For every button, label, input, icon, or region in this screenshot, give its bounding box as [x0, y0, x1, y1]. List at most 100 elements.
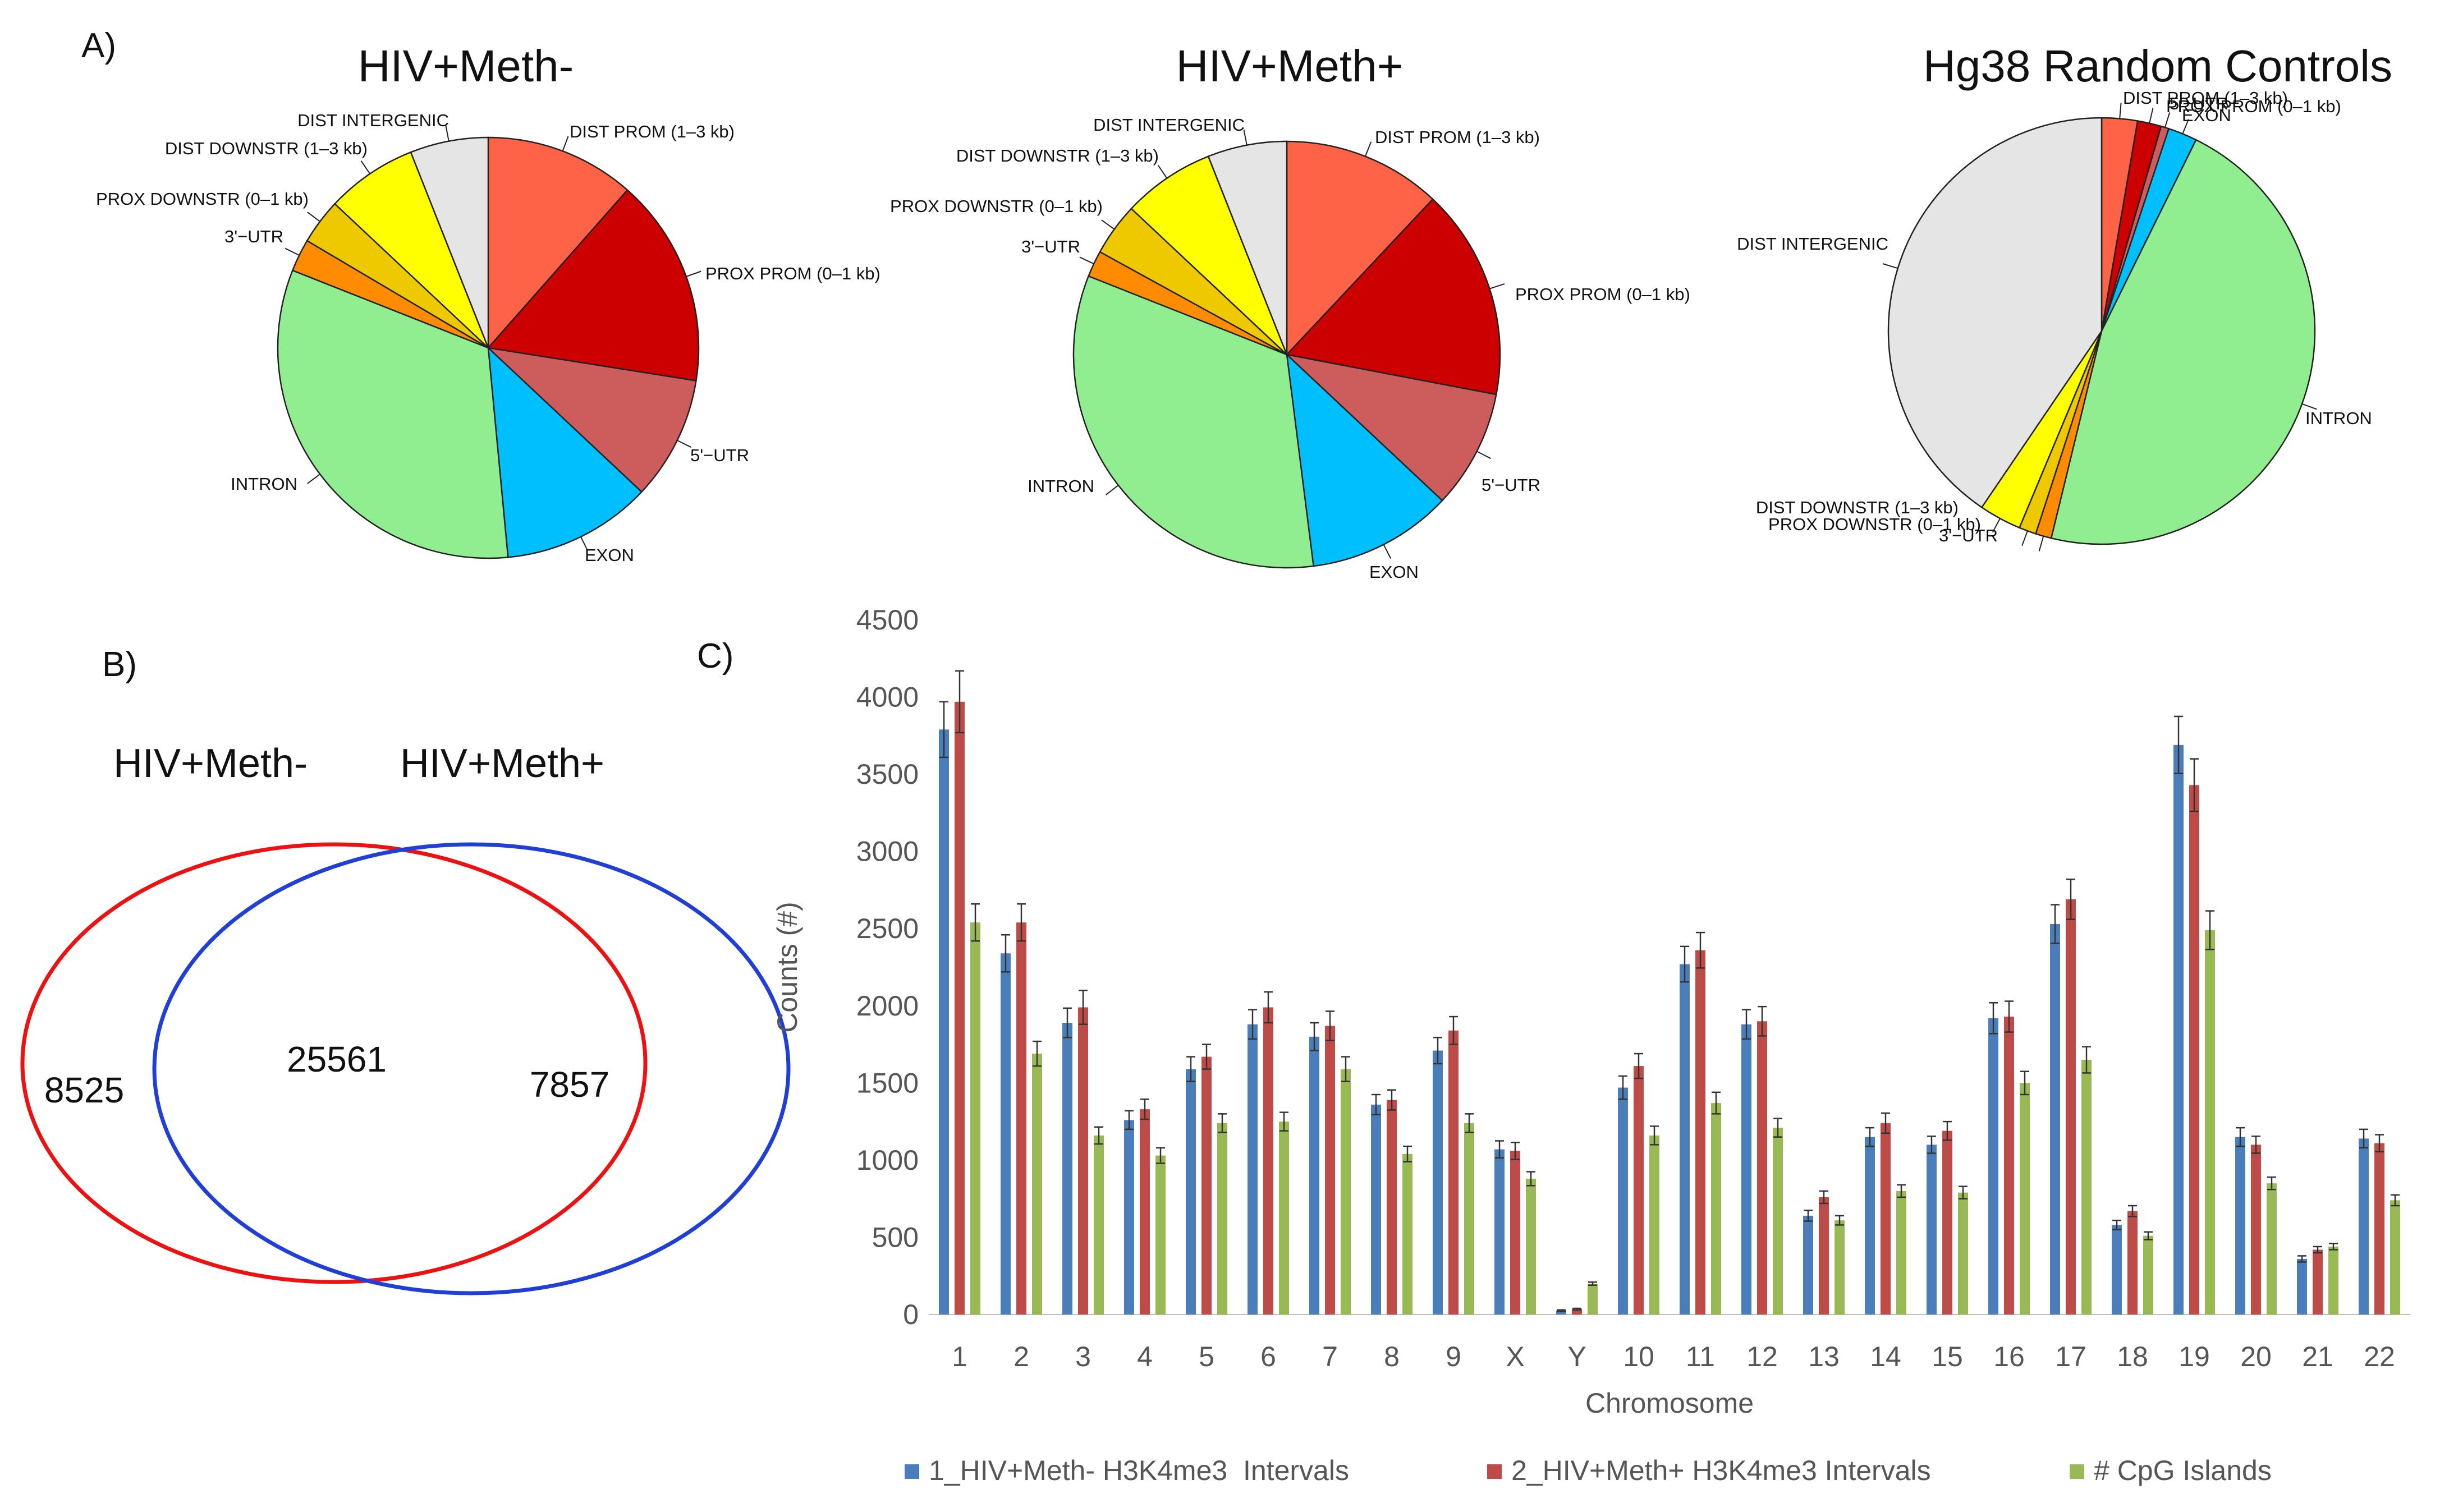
pie-slice-dist-prom-1-3-kb — [487, 136, 629, 350]
bar-1-hiv-meth-h3k4me3-intervals-chr-6 — [1248, 1024, 1258, 1315]
pie-label-prox-downstr-0-1-kb: PROX DOWNSTR (0–1 kb) — [890, 196, 1103, 216]
chart-legend: 1_HIV+Meth- H3K4me3 Intervals 2_HIV+Meth… — [905, 1455, 2272, 1486]
y-tick-label: 2500 — [856, 913, 919, 944]
pie-leader-line — [307, 212, 320, 222]
error-bar — [1881, 1112, 1890, 1134]
pie-label-dist-downstr-1-3-kb: DIST DOWNSTR (1–3 kb) — [956, 146, 1159, 166]
bar-1-hiv-meth-h3k4me3-intervals-chr-y — [1556, 1311, 1566, 1315]
error-bar — [2267, 1176, 2276, 1191]
pie-label-dist-downstr-1-3-kb: DIST DOWNSTR (1–3 kb) — [165, 139, 368, 158]
error-bar — [2051, 904, 2060, 944]
pie-slice-intron — [1072, 275, 1315, 569]
error-bar — [1202, 1044, 1211, 1070]
bar-1-hiv-meth-h3k4me3-intervals-chr-19 — [2173, 744, 2184, 1315]
legend-swatch-cpg — [2070, 1464, 2084, 1479]
pie-leader-line — [1243, 130, 1248, 145]
pie-leader-line — [2301, 403, 2317, 410]
legend-label-cpg: # CpG Islands — [2094, 1455, 2272, 1486]
pie-leader-line — [1364, 141, 1372, 157]
pie-slice-dist-intergenic — [410, 136, 489, 348]
bar-1-hiv-meth-h3k4me3-intervals-chr-16 — [1988, 1018, 1998, 1315]
y-tick-label: 1000 — [856, 1145, 919, 1176]
venn-count-meth-plus-only: 7857 — [530, 1064, 609, 1105]
error-bar — [2082, 1046, 2091, 1074]
x-tick-label-chr-5: 5 — [1199, 1341, 1214, 1372]
x-axis-title: Chromosome — [1585, 1387, 1754, 1419]
error-bar — [1326, 1010, 1334, 1041]
error-bar — [1650, 1125, 1659, 1146]
error-bar — [1079, 990, 1088, 1026]
bar-1-hiv-meth-h3k4me3-intervals-chr-8 — [1371, 1104, 1381, 1315]
x-tick-label-chr-20: 20 — [2240, 1341, 2272, 1372]
pie-leader-line — [2182, 119, 2189, 134]
x-tick-label-chr-11: 11 — [1686, 1341, 1715, 1372]
bar-cpg-islands-chr-y — [1588, 1283, 1598, 1315]
error-bar — [2144, 1231, 2153, 1240]
error-bar — [1835, 1215, 1844, 1226]
bar-cpg-islands-chr-x — [1526, 1178, 1536, 1315]
legend-swatch-meth-plus — [1487, 1464, 1502, 1479]
y-tick-label: 4000 — [856, 682, 919, 713]
y-tick-label: 0 — [903, 1299, 919, 1330]
error-bar — [1696, 931, 1705, 969]
error-bar — [1372, 1093, 1381, 1115]
pie-label-prox-prom-0-1-kb: PROX PROM (0–1 kb) — [1515, 284, 1690, 304]
error-bar — [1387, 1089, 1396, 1111]
error-bar — [1465, 1113, 1474, 1133]
bar-2-hiv-meth-h3k4me3-intervals-chr-20 — [2251, 1145, 2261, 1315]
bar-cpg-islands-chr-18 — [2143, 1235, 2153, 1315]
pie-leader-line — [1992, 518, 2001, 533]
pie-leader-line — [360, 160, 371, 174]
bar-cpg-islands-chr-4 — [1155, 1155, 1166, 1315]
pie-leader-line — [1079, 256, 1094, 265]
bar-2-hiv-meth-h3k4me3-intervals-chr-11 — [1695, 950, 1705, 1315]
error-bar — [2251, 1135, 2260, 1154]
pie-leader-line — [1476, 451, 1491, 459]
bar-2-hiv-meth-h3k4me3-intervals-chr-y — [1572, 1309, 1582, 1315]
x-tick-label-chr-17: 17 — [2055, 1341, 2086, 1372]
error-bar — [2359, 1128, 2368, 1149]
error-bar — [1310, 1022, 1319, 1051]
bar-cpg-islands-chr-3 — [1094, 1135, 1104, 1315]
venn-diagram: HIV+Meth- HIV+Meth+ 8525 25561 7857 — [20, 741, 791, 1295]
y-tick-label: 3000 — [856, 836, 919, 867]
pie-label-3-utr: 3'−UTR — [1021, 237, 1080, 256]
bar-cpg-islands-chr-12 — [1773, 1128, 1783, 1315]
bar-1-hiv-meth-h3k4me3-intervals-chr-1 — [939, 729, 949, 1315]
bar-2-hiv-meth-h3k4me3-intervals-chr-15 — [1942, 1130, 1952, 1315]
bar-2-hiv-meth-h3k4me3-intervals-chr-17 — [2066, 899, 2076, 1315]
bar-2-hiv-meth-h3k4me3-intervals-chr-9 — [1448, 1030, 1459, 1315]
pie-label-dist-intergenic: DIST INTERGENIC — [297, 111, 449, 130]
error-bar — [1279, 1111, 1288, 1132]
bar-cpg-islands-chr-16 — [2020, 1083, 2030, 1315]
pie-slice-dist-intergenic — [1207, 140, 1288, 355]
pie-slice-exon — [487, 346, 643, 558]
pie-title: HIV+Meth+ — [1176, 41, 1404, 91]
pie-label-5-utr: 5'−UTR — [690, 445, 749, 465]
bar-1-hiv-meth-h3k4me3-intervals-chr-17 — [2050, 923, 2060, 1315]
pie-leader-line — [1383, 544, 1392, 559]
error-bar — [2128, 1205, 2137, 1217]
legend-swatch-meth-minus — [905, 1464, 919, 1479]
pie-leader-line — [562, 136, 569, 151]
bar-2-hiv-meth-h3k4me3-intervals-chr-22 — [2374, 1143, 2384, 1315]
error-bar — [1819, 1190, 1828, 1205]
bar-1-hiv-meth-h3k4me3-intervals-chr-20 — [2235, 1137, 2245, 1315]
pie-label-exon: EXON — [2182, 105, 2231, 125]
bar-2-hiv-meth-h3k4me3-intervals-chr-1 — [955, 701, 965, 1315]
error-bar — [2391, 1194, 2400, 1207]
error-bar — [1511, 1142, 1520, 1160]
pie-slice-5-utr — [486, 347, 697, 493]
panel-label-c: C) — [697, 637, 733, 675]
x-tick-label-chr-19: 19 — [2179, 1341, 2210, 1372]
x-tick-label-chr-1: 1 — [952, 1341, 967, 1372]
bar-1-hiv-meth-h3k4me3-intervals-chr-x — [1494, 1149, 1505, 1315]
error-bar — [2313, 1246, 2322, 1254]
pie-title: Hg38 Random Controls — [1923, 41, 2392, 91]
bar-2-hiv-meth-h3k4me3-intervals-chr-14 — [1881, 1123, 1891, 1315]
bar-cpg-islands-chr-5 — [1217, 1123, 1227, 1315]
error-bar — [1526, 1171, 1535, 1187]
bar-1-hiv-meth-h3k4me3-intervals-chr-7 — [1309, 1036, 1319, 1315]
error-bar — [1634, 1053, 1643, 1079]
bar-1-hiv-meth-h3k4me3-intervals-chr-18 — [2112, 1225, 2122, 1315]
